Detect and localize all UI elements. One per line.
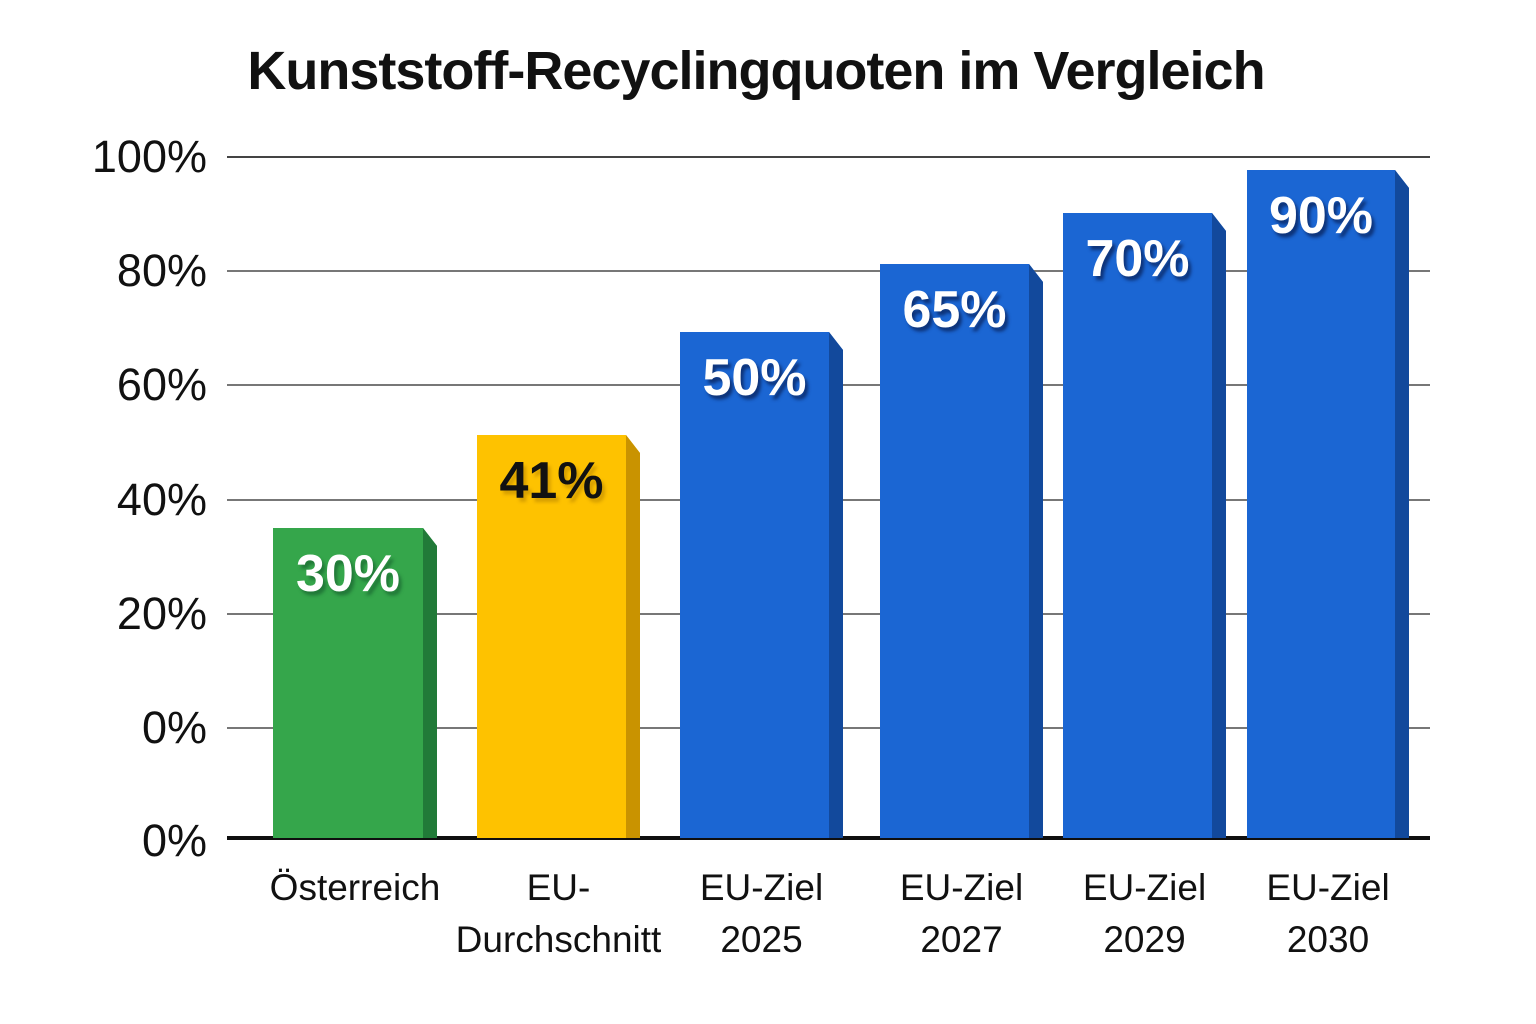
bar--sterreich: 30% (273, 528, 437, 838)
bar-eu-ziel-2029: 70% (1063, 213, 1226, 838)
bar-value-label: 50% (702, 349, 807, 407)
bar-eu-ziel-2025: 50% (680, 332, 843, 838)
bar-side-shade (1212, 213, 1226, 838)
bar-value-label: 30% (295, 545, 401, 603)
y-axis-tick-labels: 100% 80% 60% 40% 20% 0% 0% (0, 0, 207, 1024)
bar-value-label: 70% (1085, 230, 1190, 288)
bar-value-label: 65% (902, 281, 1007, 339)
y-axis-tick-label: 100% (91, 131, 207, 182)
x-axis-category-label: EU-Ziel 2030 (1266, 867, 1390, 960)
bar-value-label: 41% (499, 452, 604, 510)
bar-eu-ziel-2030: 90% (1247, 170, 1409, 838)
x-axis-category-label: Österreich (269, 867, 441, 908)
bar-side-shade (423, 528, 437, 838)
y-axis-tick-label: 40% (116, 474, 207, 525)
chart-title: Kunststoff-Recyclingquoten im Vergleich (247, 41, 1265, 101)
y-axis-tick-label: 0% (141, 815, 207, 866)
gridline (227, 270, 1430, 272)
y-axis-tick-label: 80% (116, 245, 207, 296)
y-axis-tick-label: 60% (116, 359, 207, 410)
bar-side-shade (1029, 264, 1043, 838)
y-axis-tick-label: 20% (116, 588, 207, 639)
bar-side-shade (626, 435, 640, 838)
x-axis-category-label: EU-Ziel 2025 (699, 867, 824, 960)
gridline (227, 156, 1430, 158)
x-axis-category-label: EU-Ziel 2029 (1082, 867, 1207, 960)
x-axis-category-labels: Österreich EU- Durchschnitt EU-Ziel 2025 EU… (227, 862, 1430, 1002)
bar-side-shade (829, 332, 843, 838)
x-axis-line (227, 836, 1430, 840)
bar-value-label: 90% (1268, 187, 1374, 245)
x-axis-category-label: EU-Ziel 2027 (899, 867, 1024, 960)
bar-eu-ziel-2027: 65% (880, 264, 1043, 838)
y-axis-tick-label: 0% (141, 702, 207, 753)
bar-eu-durchschnitt: 41% (477, 435, 640, 838)
x-axis-category-label: EU- Durchschnitt (455, 867, 662, 960)
bar-side-shade (1395, 170, 1409, 838)
plot-area: 30% 41% 50% 65% 70% 90% (227, 156, 1430, 840)
